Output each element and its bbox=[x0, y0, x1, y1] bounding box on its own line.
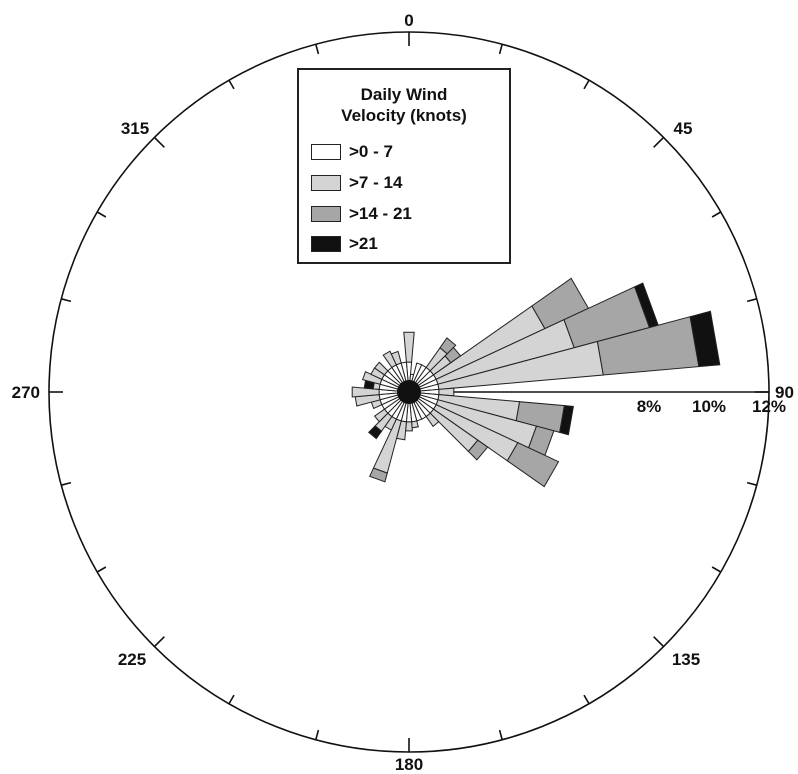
rose-segment-270-class-1 bbox=[351, 386, 380, 398]
center-hub bbox=[397, 380, 421, 404]
rose-segment-220-class-3 bbox=[367, 425, 383, 440]
compass-tick-75 bbox=[746, 298, 757, 303]
rose-segment-310-class-1 bbox=[373, 361, 389, 376]
compass-tick-30 bbox=[583, 79, 590, 90]
legend-swatch-7-14 bbox=[311, 175, 341, 191]
compass-tick-285 bbox=[61, 298, 72, 303]
compass-tick-240 bbox=[96, 566, 107, 573]
radial-tick-label-10: 10% bbox=[692, 397, 726, 416]
compass-tick-300 bbox=[96, 211, 107, 218]
radial-tick-label-12: 12% bbox=[752, 397, 786, 416]
direction-label-0: 0 bbox=[404, 11, 413, 30]
rose-segment-330-class-1 bbox=[382, 350, 397, 369]
compass-tick-150 bbox=[583, 694, 590, 705]
rose-segment-140-class-1 bbox=[425, 412, 440, 428]
compass-tick-60 bbox=[711, 211, 722, 218]
rose-segment-80-class-3 bbox=[689, 310, 721, 368]
compass-tick-225 bbox=[153, 636, 165, 648]
rose-segment-290-class-1 bbox=[361, 371, 383, 385]
compass-tick-120 bbox=[711, 566, 722, 573]
legend-label-14-21: >14 - 21 bbox=[349, 204, 412, 223]
radial-tick-label-8: 8% bbox=[637, 397, 662, 416]
legend-label-21: >21 bbox=[349, 234, 378, 253]
legend-label-0-7: >0 - 7 bbox=[349, 142, 393, 161]
legend-swatch-0-7 bbox=[311, 144, 341, 160]
rose-segment-340-class-1 bbox=[390, 350, 402, 366]
compass-tick-345 bbox=[315, 44, 320, 55]
direction-label-225: 225 bbox=[118, 650, 146, 669]
compass-tick-330 bbox=[228, 79, 235, 90]
direction-label-270: 270 bbox=[12, 383, 40, 402]
rose-segment-170-class-1 bbox=[411, 420, 419, 429]
legend-item-21: >21 bbox=[311, 234, 378, 254]
compass-ticks bbox=[49, 32, 769, 752]
rose-segment-200-class-2 bbox=[369, 467, 388, 483]
compass-tick-45 bbox=[653, 136, 665, 148]
legend-title-line-1: Daily Wind bbox=[360, 85, 448, 104]
direction-label-90: 90 bbox=[775, 383, 794, 402]
legend-item-0-7: >0 - 7 bbox=[311, 142, 393, 162]
direction-label-315: 315 bbox=[121, 119, 149, 138]
legend-title-line-2: Velocity (knots) bbox=[341, 106, 467, 125]
rose-segment-230-class-1 bbox=[373, 408, 389, 423]
legend-swatch-21 bbox=[311, 236, 341, 252]
direction-label-135: 135 bbox=[672, 650, 700, 669]
legend-item-14-21: >14 - 21 bbox=[311, 204, 412, 224]
legend-title: Daily Wind Velocity (knots) bbox=[299, 84, 509, 126]
rose-segment-100-class-3 bbox=[559, 405, 574, 436]
rose-segment-40-class-2 bbox=[439, 337, 457, 355]
compass-tick-255 bbox=[61, 481, 72, 486]
compass-tick-135 bbox=[653, 636, 665, 648]
compass-tick-165 bbox=[498, 729, 503, 740]
compass-tick-105 bbox=[746, 481, 757, 486]
legend-label-7-14: >7 - 14 bbox=[349, 173, 403, 192]
compass-tick-315 bbox=[153, 136, 165, 148]
legend-item-7-14: >7 - 14 bbox=[311, 173, 402, 193]
legend-swatch-14-21 bbox=[311, 206, 341, 222]
compass-tick-210 bbox=[228, 694, 235, 705]
rose-segment-120-class-2 bbox=[506, 442, 560, 488]
rose-segment-130-class-2 bbox=[467, 439, 489, 461]
compass-tick-195 bbox=[315, 729, 320, 740]
legend: Daily Wind Velocity (knots) >0 - 7 >7 - … bbox=[297, 68, 511, 264]
direction-label-180: 180 bbox=[395, 755, 423, 774]
compass-tick-15 bbox=[498, 44, 503, 55]
direction-label-45: 45 bbox=[674, 119, 693, 138]
rose-segment-0-class-1 bbox=[403, 331, 415, 363]
